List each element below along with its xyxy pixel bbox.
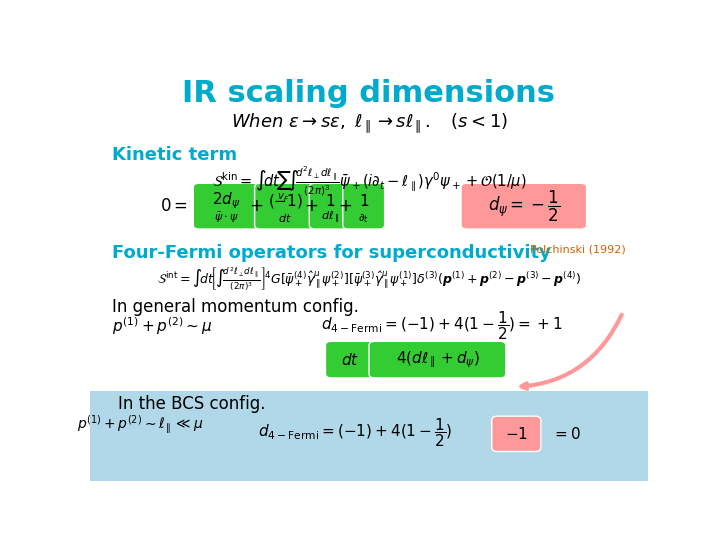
- Text: $0 =$: $0 =$: [160, 197, 188, 215]
- FancyBboxPatch shape: [461, 183, 587, 229]
- FancyBboxPatch shape: [325, 341, 374, 378]
- Text: $dt$: $dt$: [279, 212, 292, 224]
- FancyBboxPatch shape: [255, 183, 316, 229]
- Text: $\bar{\psi}\cdot\psi$: $\bar{\psi}\cdot\psi$: [215, 211, 239, 225]
- Text: $p^{(1)} + p^{(2)} \sim \ell_\parallel \ll \mu$: $p^{(1)} + p^{(2)} \sim \ell_\parallel \…: [77, 413, 203, 436]
- Text: $\mathcal{S}^{\rm int} = \int\!dt\!\left[\int\!\frac{d^2\ell_\perp d\ell_\parall: $\mathcal{S}^{\rm int} = \int\!dt\!\left…: [157, 265, 581, 293]
- FancyBboxPatch shape: [343, 183, 384, 229]
- Text: $2d_\psi$: $2d_\psi$: [212, 190, 241, 211]
- Text: $1$: $1$: [325, 193, 336, 208]
- Text: $+$: $+$: [249, 197, 264, 215]
- Text: In the BCS config.: In the BCS config.: [118, 395, 266, 413]
- FancyBboxPatch shape: [492, 416, 541, 451]
- Text: Kinetic term: Kinetic term: [112, 146, 238, 164]
- FancyBboxPatch shape: [310, 183, 351, 229]
- Text: Polchinski (1992): Polchinski (1992): [530, 245, 626, 254]
- Text: $d_{4-{\rm Fermi}} = (-1) + 4(1 - \dfrac{1}{2}) = +1$: $d_{4-{\rm Fermi}} = (-1) + 4(1 - \dfrac…: [320, 309, 562, 342]
- Text: $4(d\ell_\parallel + d_\psi)$: $4(d\ell_\parallel + d_\psi)$: [395, 349, 480, 370]
- Text: $-1$: $-1$: [505, 426, 528, 442]
- Text: $dt$: $dt$: [341, 352, 359, 368]
- FancyBboxPatch shape: [369, 341, 505, 378]
- Text: $\mathcal{S}^{\rm kin} = \int\!dt\!\sum_{v_F}\!\int\!\frac{d^2\ell_\perp d\ell_\: $\mathcal{S}^{\rm kin} = \int\!dt\!\sum_…: [212, 165, 526, 204]
- Text: $+$: $+$: [338, 197, 352, 215]
- Text: $+$: $+$: [305, 197, 318, 215]
- Text: $1$: $1$: [359, 193, 369, 208]
- Text: When $\epsilon \rightarrow s\epsilon,\ \ell_{\parallel} \rightarrow s\ell_{\para: When $\epsilon \rightarrow s\epsilon,\ \…: [230, 111, 508, 135]
- Text: $(-1)$: $(-1)$: [268, 192, 303, 210]
- Text: $d_\psi = -\dfrac{1}{2}$: $d_\psi = -\dfrac{1}{2}$: [488, 188, 560, 224]
- Text: Four-Fermi operators for superconductivity: Four-Fermi operators for superconductivi…: [112, 245, 552, 262]
- Text: $p^{(1)} + p^{(2)} \sim \mu$: $p^{(1)} + p^{(2)} \sim \mu$: [112, 315, 213, 337]
- Text: $\partial_t$: $\partial_t$: [358, 212, 369, 225]
- Text: $= 0$: $= 0$: [552, 426, 582, 442]
- Text: $d_{4-{\rm Fermi}} = (-1) + 4(1 - \dfrac{1}{2})$: $d_{4-{\rm Fermi}} = (-1) + 4(1 - \dfrac…: [258, 416, 452, 449]
- Text: In general momentum config.: In general momentum config.: [112, 299, 359, 316]
- FancyBboxPatch shape: [193, 183, 260, 229]
- Bar: [90, 391, 648, 481]
- Text: IR scaling dimensions: IR scaling dimensions: [182, 79, 556, 109]
- Text: $d\ell_\parallel$: $d\ell_\parallel$: [321, 210, 339, 226]
